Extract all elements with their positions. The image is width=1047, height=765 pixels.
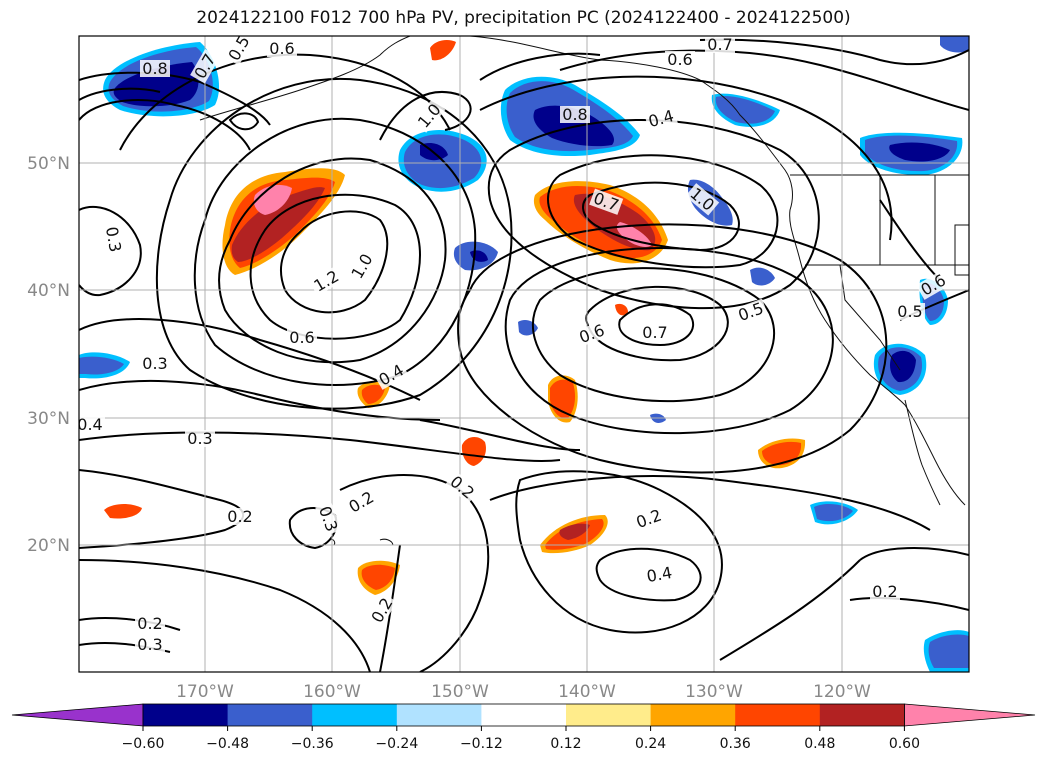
contour-label-bg [102,223,125,256]
colorbar-segment [566,704,652,726]
lat-label-40n: 40°N [27,281,70,301]
contour-label: 0.6 [289,328,314,347]
contour-label: 0.3 [142,354,167,373]
contour-label-bg [140,60,170,77]
pv-contours [79,38,969,672]
contour-label-bg [135,636,165,653]
gridlines [79,36,969,672]
contour-label: 0.6 [667,50,692,69]
contour-label: 0.4 [645,563,673,586]
contour-label-bg [870,583,900,600]
colorbar-tick-label: 0.60 [889,736,920,752]
contour-label: 0.6 [269,39,294,58]
colorbar-extend-high [904,703,1036,727]
contour-label: 0.8 [142,59,167,78]
lon-label-150w: 150°W [431,682,489,702]
latitude-labels: 50°N 40°N 30°N 20°N [27,154,70,556]
contour-label-bg [185,430,215,447]
lat-label-30n: 30°N [27,409,70,429]
contour-label: 0.3 [187,429,212,448]
colorbar-tick-label: −0.36 [291,736,334,752]
colorbar-tick-label: −0.60 [122,736,165,752]
contour-label-bg [287,329,317,346]
longitude-labels: 170°W 160°W 150°W 140°W 130°W 120°W [176,682,871,702]
contour-label-bg [640,324,670,341]
contour-label: 0.7 [642,323,667,342]
contour-label-bg [309,266,344,296]
contour-label-bg [135,615,165,632]
contour-label-bg [374,360,409,390]
contour-label-bg [315,501,342,536]
colorbar-tick-label: −0.12 [460,736,503,752]
contour-label-bg [705,36,735,53]
colorbar: −0.60 −0.48 −0.36 −0.24 −0.12 0.12 0.24 0.36 0.4… [11,703,1036,752]
contour-label-bg [665,51,695,68]
colorbar-segment [481,704,567,726]
contour-label: 0.2 [872,582,897,601]
colorbar-segment [819,704,905,726]
colorbar-tick-label: 0.12 [550,736,581,752]
colorbar-extend-low [11,703,144,727]
contour-label-bg [367,593,397,628]
contour-label-bg [413,98,446,133]
colorbar-segment [312,704,398,726]
contour-label-bg [445,471,480,504]
lon-label-160w: 160°W [303,682,361,702]
contour-label-bg [916,270,951,300]
colorbar-segment [396,704,482,726]
lon-label-140w: 140°W [558,682,616,702]
colorbar-segment [143,704,229,726]
contour-label-bg [347,249,377,284]
colorbar-segment [735,704,821,726]
contour-label: 0.2 [137,614,162,633]
contour-label-bg [79,416,105,433]
colorbar-segment [227,704,313,726]
contour-label: 0.3 [102,225,125,253]
contour-label: 0.8 [562,105,587,124]
contour-label-bg [267,40,297,57]
lon-label-120w: 120°W [813,682,871,702]
contour-label-bg [574,320,609,347]
contour-label-bg [733,298,768,325]
contour-label-bg [225,508,255,525]
colorbar-tick-label: 0.24 [635,736,666,752]
contour-label-bg [631,505,666,532]
contour-label: 0.2 [227,507,252,526]
contour-label: 0.4 [77,415,102,434]
contour-label: 0.3 [137,635,162,654]
contour-label-bg [895,303,925,320]
colorbar-segment [650,704,736,726]
colorbar-tick-label: −0.48 [206,736,249,752]
map-title: 2024122100 F012 700 hPa PV, precipitatio… [196,8,851,28]
lon-label-170w: 170°W [176,682,234,702]
contour-label: 0.7 [707,35,732,54]
colorbar-tick-label: −0.24 [375,736,418,752]
contour-label-bg [190,49,220,84]
contour-label-bg [644,106,678,131]
contour-label-bg [685,183,720,216]
lat-label-20n: 20°N [27,536,70,556]
colorbar-tick-label: 0.36 [720,736,751,752]
positive-precip-shading [104,40,806,595]
contour-label-bg [560,106,590,123]
map-frame [78,35,970,673]
contour-label: 0.5 [897,302,922,321]
lat-label-50n: 50°N [27,154,70,174]
contour-label-bg [140,355,170,372]
colorbar-tick-label: 0.48 [804,736,835,752]
contour-label-bg [643,563,676,586]
contour-label-bg [224,36,254,66]
colorbar-frame [142,703,905,727]
contour-label-bg [344,487,379,517]
contour-label-bg [589,188,624,215]
lon-label-130w: 130°W [685,682,743,702]
